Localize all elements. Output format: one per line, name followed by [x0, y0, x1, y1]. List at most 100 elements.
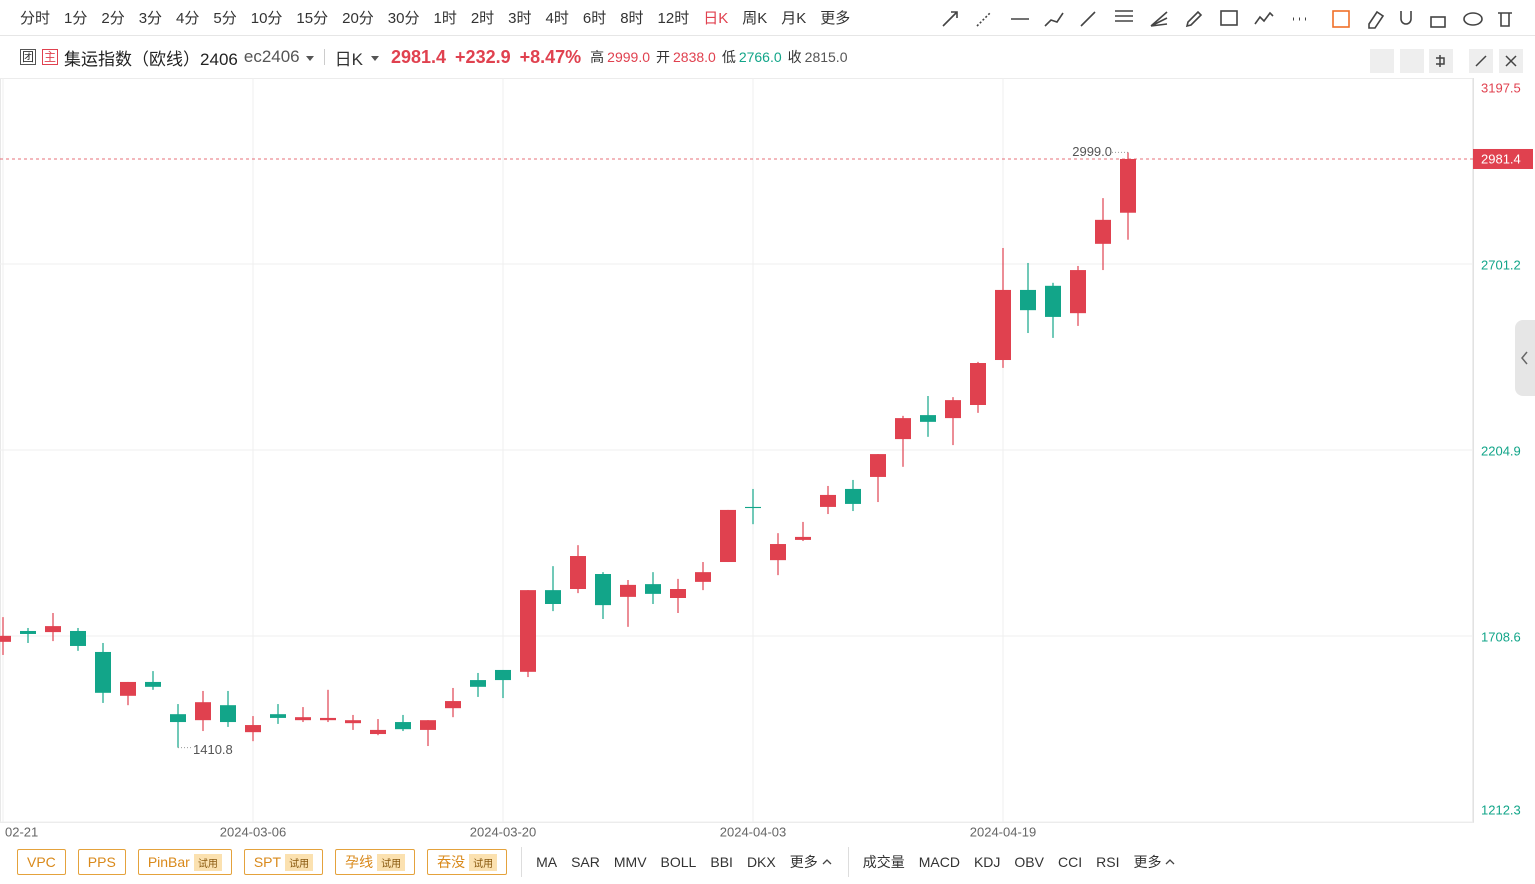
- pattern-button[interactable]: VPC: [17, 849, 66, 875]
- pattern-button[interactable]: PPS: [77, 849, 126, 875]
- btn-draw[interactable]: [1400, 49, 1424, 73]
- period-button[interactable]: 月K: [781, 10, 807, 27]
- indicator-button[interactable]: CCI: [1058, 854, 1083, 870]
- last-price-label: 2981.4: [1481, 151, 1521, 166]
- tool-arrow[interactable]: [942, 11, 958, 27]
- tool-magnet[interactable]: [1400, 11, 1412, 25]
- period-button[interactable]: 4时: [545, 10, 569, 27]
- quote-price: 2981.4: [390, 46, 447, 67]
- candle-body: [945, 400, 961, 419]
- tool-pen[interactable]: [1185, 10, 1203, 28]
- tool-fan[interactable]: [1150, 11, 1168, 27]
- pattern-name: PinBar: [147, 854, 190, 870]
- y-tick-label: 2701.2: [1481, 257, 1521, 272]
- instrument-header: 团主集运指数（欧线）2406 ec2406 日K 2981.4 +232.9 +8.47%…: [0, 38, 1535, 76]
- candle-body: [1045, 285, 1061, 317]
- candle-body: [995, 289, 1011, 361]
- pattern-button[interactable]: 孕线 试用: [335, 849, 416, 875]
- last-price-tag: [1473, 148, 1533, 169]
- period-more[interactable]: 更多: [820, 10, 851, 27]
- caret[interactable]: [305, 55, 314, 65]
- candle-body: [920, 415, 936, 422]
- period-button[interactable]: 日K: [703, 10, 729, 27]
- period-button[interactable]: 10分: [250, 10, 283, 27]
- candle-body: [970, 363, 986, 405]
- candle-body: [1020, 289, 1036, 311]
- candle-body: [895, 418, 911, 440]
- tool-wave[interactable]: [1254, 11, 1274, 25]
- stat-value: 2999.0: [607, 49, 650, 65]
- period-button[interactable]: 8时: [620, 10, 644, 27]
- tool-ray[interactable]: [976, 11, 992, 27]
- period-button[interactable]: 12时: [657, 10, 690, 27]
- indicator-button[interactable]: RSI: [1096, 854, 1120, 870]
- separator: [847, 847, 849, 877]
- candle-body: [120, 681, 136, 696]
- period-button[interactable]: 4分: [176, 10, 200, 27]
- tool-lock[interactable]: [1430, 16, 1446, 28]
- indicator-button[interactable]: DKX: [746, 854, 776, 870]
- candle-body: [1095, 219, 1111, 244]
- period-button[interactable]: 6时: [582, 10, 607, 27]
- tool-edit[interactable]: [1332, 10, 1350, 28]
- period-button[interactable]: 3分: [138, 10, 163, 27]
- tool-delete[interactable]: [1498, 12, 1512, 27]
- chart-controls: [1370, 49, 1523, 73]
- period-button[interactable]: 周K: [742, 10, 768, 27]
- chevron-up: [1166, 859, 1175, 865]
- x-tick-label: 2024-03-06: [220, 824, 287, 839]
- indicator-button[interactable]: SAR: [571, 854, 600, 870]
- period-button[interactable]: 30分: [387, 10, 420, 27]
- x-tick-label: 2024-04-03: [720, 824, 787, 839]
- tool-image[interactable]: [1220, 10, 1238, 26]
- period-button[interactable]: 5分: [213, 10, 237, 27]
- period-button[interactable]: 2时: [470, 10, 495, 27]
- chevron-up: [822, 859, 832, 865]
- tool-poly[interactable]: [1044, 12, 1064, 27]
- period-button[interactable]: 分时: [20, 10, 51, 27]
- indicator-button[interactable]: BOLL: [660, 854, 697, 870]
- candle-body: [345, 720, 361, 724]
- stat-value: 2838.0: [673, 49, 716, 65]
- instrument-code[interactable]: ec2406: [243, 47, 300, 66]
- caret[interactable]: [370, 55, 379, 65]
- indicator-button[interactable]: MMV: [613, 854, 647, 870]
- indicator-button[interactable]: MACD: [918, 854, 960, 870]
- candle-body: [195, 702, 211, 721]
- period-button[interactable]: 20分: [342, 10, 374, 27]
- candle-body: [870, 454, 886, 477]
- extreme-label: 1410.8: [193, 742, 233, 757]
- indicator-button[interactable]: BBI: [710, 854, 733, 870]
- trial-badge: 试用: [377, 853, 406, 871]
- side-collapse-handle[interactable]: [1515, 320, 1535, 396]
- tool-eraser[interactable]: [1368, 10, 1385, 29]
- indicator-more[interactable]: 更多: [789, 854, 818, 870]
- indicator-button[interactable]: MA: [536, 854, 558, 870]
- period-button[interactable]: 2分: [101, 10, 125, 27]
- indicator-button[interactable]: 成交量: [862, 854, 905, 870]
- period-button[interactable]: 1分: [64, 10, 88, 27]
- chart: 1212.3 1708.6 2204.9 2701.2 3197.5 02-21 2024-…: [0, 78, 1535, 839]
- candle-body: [695, 572, 711, 582]
- candle-body: [570, 556, 586, 590]
- candle-body: [620, 584, 636, 597]
- indicator-button[interactable]: OBV: [1014, 854, 1044, 870]
- tool-segment[interactable]: [1080, 11, 1096, 27]
- period-button[interactable]: 15分: [296, 10, 329, 27]
- tool-eye[interactable]: [1463, 12, 1483, 26]
- btn-candle[interactable]: [1429, 49, 1453, 73]
- candle-body: [70, 630, 86, 646]
- candle-body: [720, 509, 736, 563]
- pattern-button[interactable]: 吞没 试用: [427, 849, 508, 875]
- period-button[interactable]: 1时: [433, 10, 457, 27]
- pattern-button[interactable]: SPT 试用: [243, 849, 324, 875]
- x-tick-label: 02-21: [5, 824, 38, 839]
- pattern-button[interactable]: PinBar 试用: [137, 849, 232, 875]
- indicator-more[interactable]: 更多: [1133, 854, 1162, 870]
- candle-body: [45, 626, 61, 633]
- indicator-button[interactable]: KDJ: [973, 854, 1001, 870]
- period-button[interactable]: 3时: [508, 10, 532, 27]
- tool-fib[interactable]: [1115, 10, 1133, 22]
- period-label[interactable]: 日K: [334, 49, 363, 69]
- btn-indicator[interactable]: [1370, 49, 1394, 73]
